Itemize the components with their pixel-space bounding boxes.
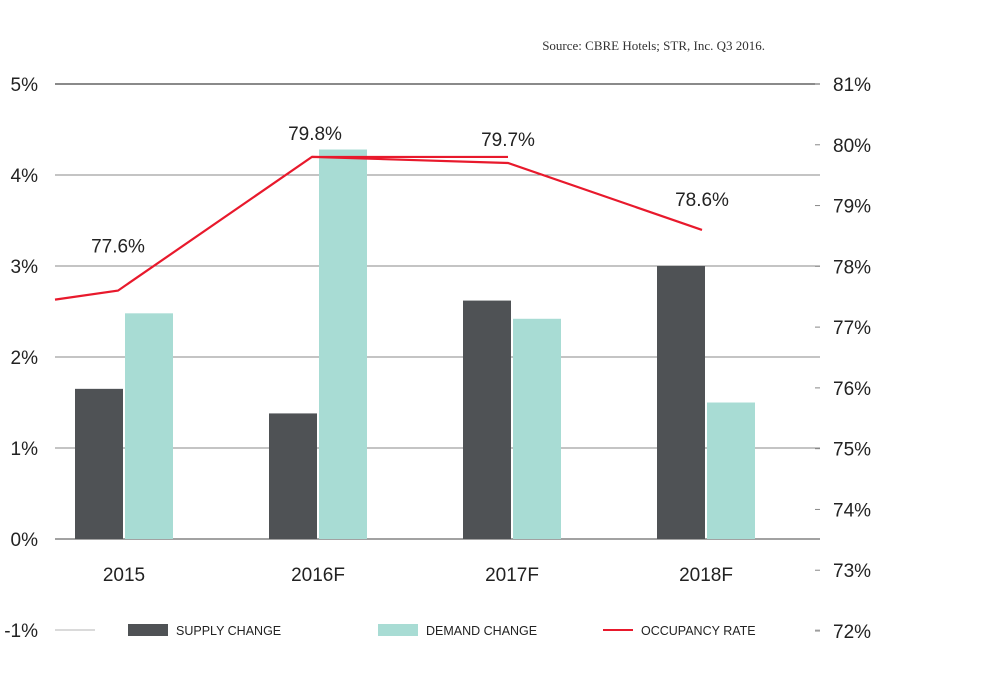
occupancy-data-label: 78.6% <box>675 190 729 211</box>
occupancy-rate-line <box>54 155 703 301</box>
legend-swatch-supply-change <box>128 624 168 636</box>
demand-change-bar <box>707 402 755 539</box>
legend-swatch-demand-change <box>378 624 418 636</box>
left-tick-label: 5% <box>11 75 39 96</box>
occupancy-line: 77.6% 79.8% 79.7% 78.6% <box>54 124 729 301</box>
right-tick-label: 74% <box>833 500 871 521</box>
category-label: 2017F <box>485 565 539 586</box>
supply-change-bar <box>269 413 317 539</box>
right-tick-label: 75% <box>833 440 871 461</box>
supply-change-bar <box>75 388 123 539</box>
bars <box>75 149 755 539</box>
supply-change-bar <box>657 266 705 539</box>
left-tick-label: 0% <box>11 530 39 551</box>
right-tick-label: 76% <box>833 379 871 400</box>
legend-label-supply-change: SUPPLY CHANGE <box>176 624 281 638</box>
gridlines <box>55 83 820 631</box>
right-axis: 81% 80% 79% 78% 77% 76% 75% 74% 73% 72% <box>815 75 871 643</box>
left-tick-label: 3% <box>11 257 39 278</box>
right-tick-label: 72% <box>833 622 871 643</box>
category-label: 2015 <box>103 565 145 586</box>
right-tick-label: 73% <box>833 561 871 582</box>
category-label: 2018F <box>679 565 733 586</box>
legend-label-occupancy-rate: OCCUPANCY RATE <box>641 624 756 638</box>
right-tick-label: 78% <box>833 257 871 278</box>
legend-label-demand-change: DEMAND CHANGE <box>426 624 537 638</box>
legend: SUPPLY CHANGE DEMAND CHANGE OCCUPANCY RATE <box>128 624 820 638</box>
supply-change-bar <box>463 300 511 539</box>
right-tick-label: 77% <box>833 318 871 339</box>
left-tick-label: 1% <box>11 439 39 460</box>
demand-change-bar <box>513 318 561 539</box>
left-tick-label: 2% <box>11 348 39 369</box>
left-tick-label: -1% <box>4 621 38 642</box>
right-tick-label: 81% <box>833 75 871 96</box>
right-tick-label: 80% <box>833 136 871 157</box>
occupancy-data-label: 79.8% <box>288 124 342 145</box>
occupancy-data-label: 79.7% <box>481 130 535 151</box>
left-axis: 5% 4% 3% 2% 1% 0% -1% <box>4 75 38 642</box>
occupancy-data-label: 77.6% <box>91 237 145 258</box>
chart-source-note: Source: CBRE Hotels; STR, Inc. Q3 2016. <box>542 38 765 53</box>
left-tick-label: 4% <box>11 166 39 187</box>
x-axis: 2015 2016F 2017F 2018F <box>103 565 733 586</box>
demand-change-bar <box>319 149 367 539</box>
category-label: 2016F <box>291 565 345 586</box>
right-tick-label: 79% <box>833 197 871 218</box>
demand-change-bar <box>125 313 173 539</box>
